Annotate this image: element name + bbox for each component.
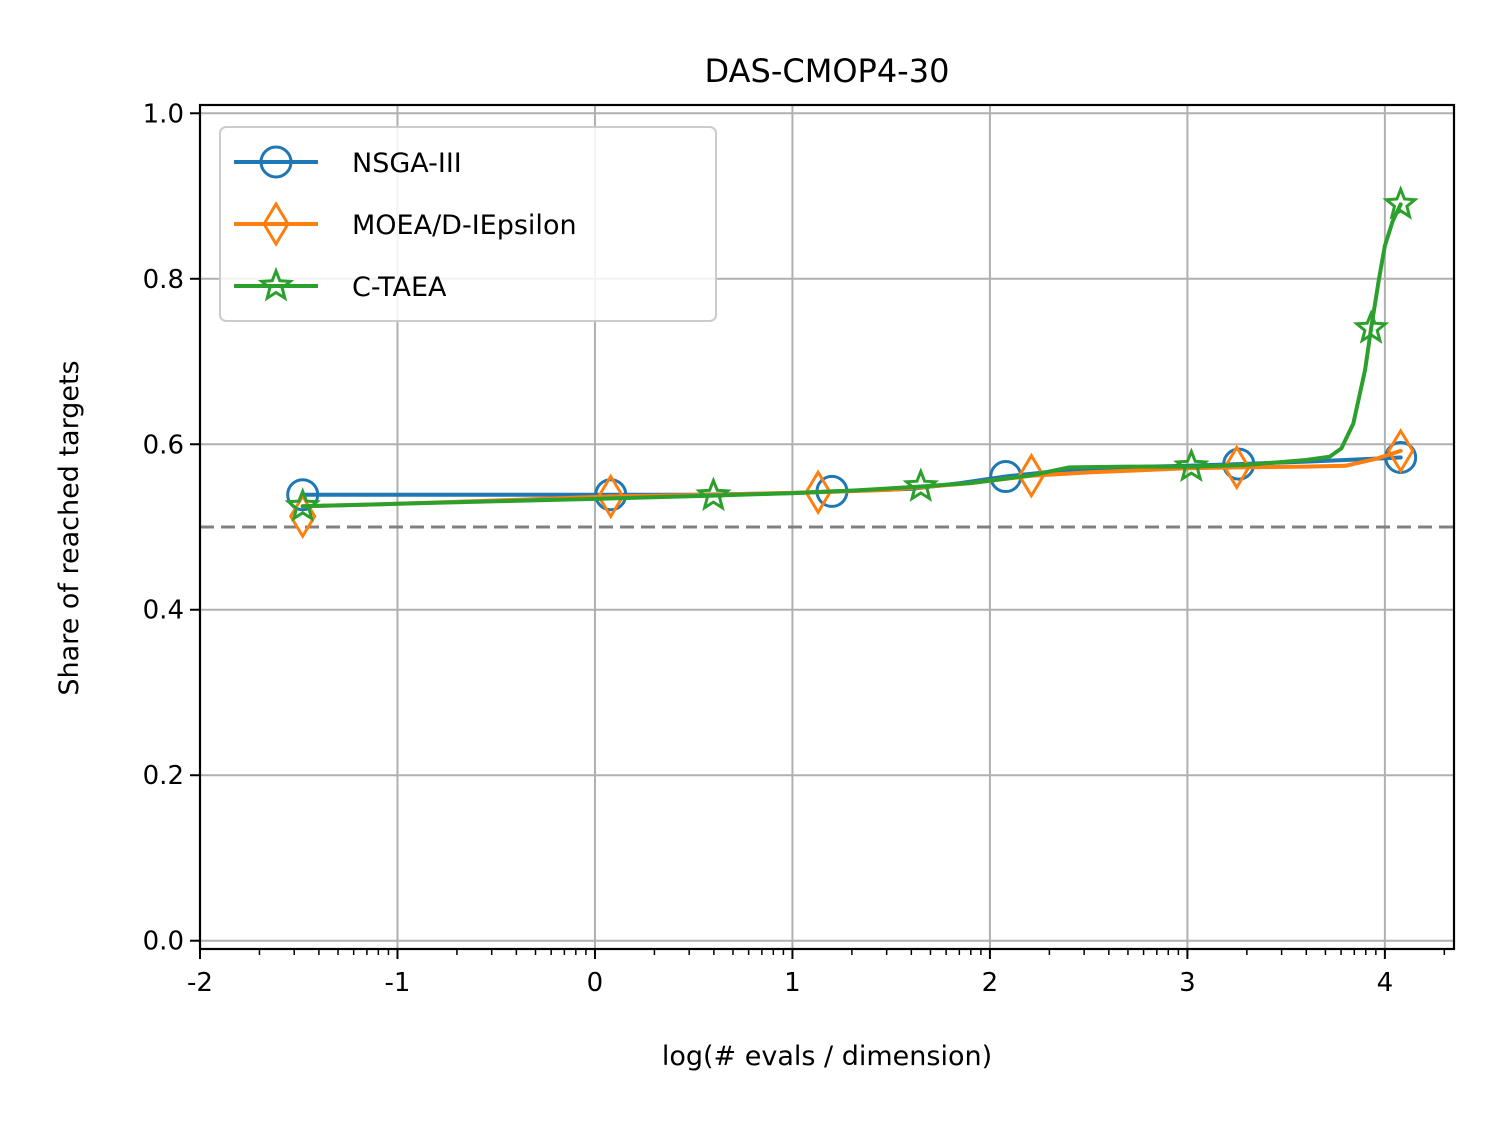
axis-ticks: -2 -1 0 1 2 3 4 0.0 0.2 0.4 0.6 0.8 1.0: [143, 99, 1446, 998]
legend-frame: [219, 126, 717, 322]
legend-entry: NSGA-III: [234, 145, 462, 179]
y-tick-label: 0.2: [143, 761, 184, 791]
legend-entry: MOEA/D-IEpsilon: [234, 201, 577, 247]
legend-marker: [259, 145, 293, 179]
legend-label: NSGA-III: [352, 148, 462, 179]
y-axis-label: Share of reached targets: [54, 360, 85, 695]
data-point: [1173, 447, 1210, 483]
data-point: [902, 467, 940, 502]
x-tick-label: 2: [982, 968, 999, 998]
y-tick-label: 1.0: [143, 99, 184, 129]
data-point: [284, 487, 321, 522]
plot-frame: [198, 103, 1456, 951]
x-tick-label: -1: [385, 968, 411, 998]
chart-title: DAS-CMOP4-30: [705, 52, 950, 90]
legend-label: C-TAEA: [352, 272, 447, 303]
data-point: [1382, 185, 1419, 220]
data-point: [597, 473, 625, 520]
x-tick-label: 0: [587, 968, 604, 998]
x-tick-label: 4: [1377, 968, 1394, 998]
data-point: [804, 469, 832, 516]
data-point: [1352, 309, 1390, 344]
data-point: [695, 476, 732, 512]
legend-marker: [262, 201, 290, 247]
legend: NSGA-III MOEA/D-IEpsilon C-TAEA: [219, 126, 717, 322]
y-tick-label: 0.8: [143, 265, 184, 295]
data-point: [286, 478, 320, 512]
y-tick-label: 0.4: [143, 596, 184, 626]
x-tick-label: 1: [784, 968, 801, 998]
data-point: [1017, 452, 1046, 499]
series-2: [284, 185, 1419, 522]
legend-entries: NSGA-III MOEA/D-IEpsilon C-TAEA: [234, 145, 577, 303]
legend-label: MOEA/D-IEpsilon: [352, 210, 577, 241]
y-tick-label: 0.0: [143, 927, 184, 957]
legend-entry: C-TAEA: [234, 266, 447, 303]
x-tick-label: 3: [1179, 968, 1196, 998]
series-layer: [284, 185, 1419, 540]
legend-marker: [257, 266, 295, 302]
data-point: [1386, 427, 1415, 474]
x-tick-label: -2: [187, 968, 213, 998]
y-tick-label: 0.6: [143, 430, 184, 460]
x-axis-label: log(# evals / dimension): [662, 1041, 992, 1072]
data-point: [1223, 444, 1251, 491]
